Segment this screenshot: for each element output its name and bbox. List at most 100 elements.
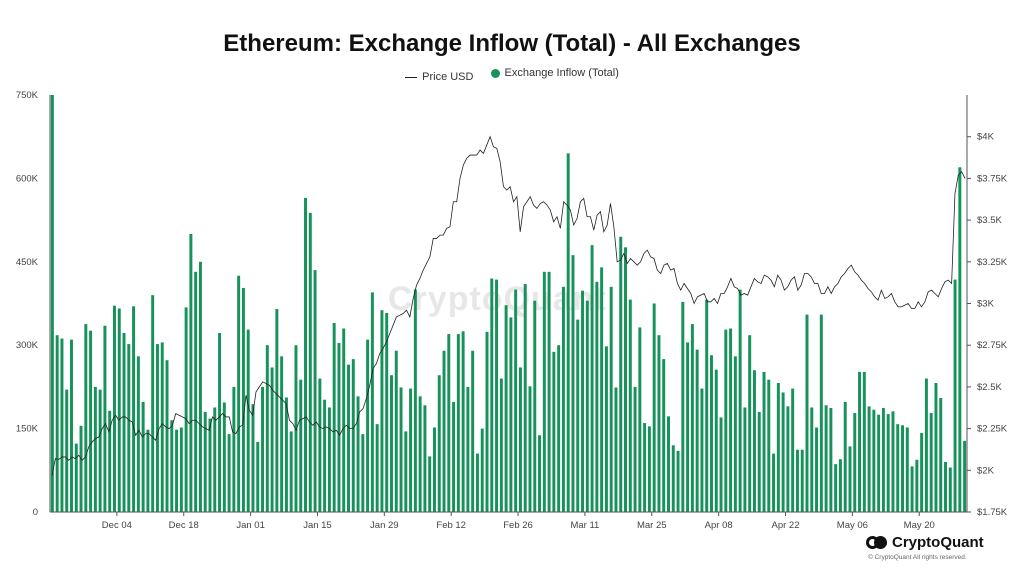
inflow-bar <box>585 300 589 512</box>
inflow-bar <box>604 346 608 512</box>
legend-inflow-label: Exchange Inflow (Total) <box>504 67 619 79</box>
inflow-bar <box>132 306 136 512</box>
inflow-bar <box>74 443 78 512</box>
inflow-bar <box>198 261 202 512</box>
inflow-bar <box>523 284 527 512</box>
bar-series <box>50 95 967 513</box>
y-right-tick-label: $2.75K <box>977 340 1008 351</box>
inflow-bar <box>743 407 747 512</box>
inflow-bar <box>786 406 790 512</box>
inflow-bar <box>581 290 585 512</box>
y-left-tick-label: 150K <box>16 424 39 435</box>
y-left-tick-label: 600K <box>16 173 39 184</box>
inflow-bar <box>609 286 613 512</box>
brand-logo: CryptoQuant <box>866 534 984 551</box>
inflow-bar <box>810 407 814 512</box>
price-line <box>51 135 966 476</box>
inflow-bar <box>456 334 460 512</box>
inflow-bar <box>261 386 265 512</box>
inflow-bar <box>762 371 766 512</box>
price-line-swatch <box>405 76 418 78</box>
inflow-bar <box>628 299 632 512</box>
brand-name: CryptoQuant <box>892 534 984 551</box>
inflow-bar <box>485 331 489 512</box>
inflow-bar <box>50 95 54 512</box>
inflow-bar <box>289 431 293 512</box>
x-tick-label: May 06 <box>837 520 868 531</box>
inflow-bar <box>795 449 799 512</box>
inflow-bar <box>380 310 384 512</box>
legend-item-price[interactable]: Price USD <box>405 71 473 83</box>
x-tick-label: Mar 11 <box>570 520 599 531</box>
inflow-bar <box>98 389 102 512</box>
inflow-bar <box>361 434 365 512</box>
inflow-bar <box>829 408 833 512</box>
inflow-bar <box>934 383 938 512</box>
x-tick-label: Mar 25 <box>637 520 667 531</box>
inflow-bar <box>504 305 508 512</box>
inflow-bar <box>910 466 914 512</box>
copyright-text: © CryptoQuant All rights reserved. <box>868 554 967 561</box>
legend-price-label: Price USD <box>422 71 474 83</box>
inflow-bar <box>409 388 413 512</box>
inflow-bar <box>184 307 188 512</box>
inflow-bar <box>237 275 241 512</box>
inflow-bar <box>299 379 303 512</box>
inflow-bar <box>590 245 594 512</box>
inflow-bar <box>65 389 69 512</box>
inflow-bar <box>533 300 537 512</box>
inflow-bar <box>275 309 279 512</box>
inflow-bar <box>939 398 943 512</box>
inflow-bar <box>241 287 245 512</box>
inflow-bar <box>624 247 627 512</box>
inflow-bar <box>695 349 699 512</box>
inflow-bar <box>189 234 193 512</box>
inflow-bar <box>466 386 470 512</box>
inflow-bar <box>356 396 360 512</box>
inflow-bar <box>170 420 174 512</box>
inflow-bar <box>318 378 322 512</box>
y-left-tick-label: 450K <box>16 257 39 268</box>
x-tick-label: May 20 <box>904 520 935 531</box>
inflow-bar <box>256 441 260 512</box>
legend-item-inflow[interactable]: Exchange Inflow (Total) <box>490 67 619 79</box>
inflow-bar <box>671 445 675 512</box>
inflow-bar <box>304 197 307 513</box>
inflow-bar <box>566 153 570 512</box>
x-tick-label: Feb 26 <box>503 520 533 531</box>
inflow-bar <box>843 401 847 512</box>
inflow-bar <box>767 379 771 512</box>
inflow-bar <box>772 453 776 512</box>
inflow-bar <box>600 267 604 512</box>
inflow-bar <box>213 407 217 512</box>
inflow-bar <box>834 464 838 512</box>
inflow-bar <box>776 383 780 512</box>
inflow-bar <box>576 319 580 512</box>
inflow-bar <box>113 305 116 512</box>
inflow-bar <box>55 335 59 512</box>
y-left-tick-label: 0 <box>33 507 38 518</box>
inflow-bar <box>681 301 685 512</box>
inflow-bar <box>733 356 737 512</box>
inflow-bar <box>633 386 637 512</box>
inflow-bar <box>963 440 967 512</box>
inflow-bar <box>93 386 97 512</box>
x-tick-label: Apr 08 <box>705 520 733 531</box>
inflow-bar <box>270 367 274 512</box>
inflow-bar <box>308 212 312 512</box>
inflow-bar <box>724 329 728 512</box>
inflow-bar <box>858 371 862 512</box>
inflow-bar <box>700 388 704 512</box>
inflow-bar <box>332 322 336 512</box>
inflow-bar <box>518 367 522 512</box>
inflow-bar <box>442 350 446 512</box>
inflow-bar <box>284 397 288 512</box>
inflow-bar <box>752 370 756 512</box>
inflow-bar <box>413 289 417 512</box>
inflow-bar <box>710 355 713 512</box>
inflow-bar <box>552 351 556 512</box>
inflow-bar <box>676 450 680 512</box>
chart-axes: 0 150K 300K 450K 600K 750K $1.75K $2K $2.25K $2.5… <box>16 90 1008 531</box>
x-tick-label: Apr 22 <box>772 520 800 531</box>
